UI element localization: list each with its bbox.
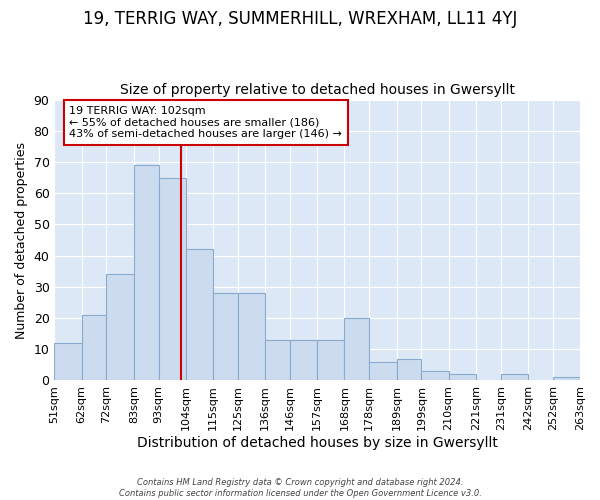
- Bar: [186, 250, 213, 380]
- Bar: [82, 315, 106, 380]
- Bar: [421, 371, 449, 380]
- Bar: [265, 340, 290, 380]
- Bar: [449, 374, 476, 380]
- Bar: [397, 358, 421, 380]
- Bar: [158, 178, 186, 380]
- Text: 19, TERRIG WAY, SUMMERHILL, WREXHAM, LL11 4YJ: 19, TERRIG WAY, SUMMERHILL, WREXHAM, LL1…: [83, 10, 517, 28]
- Text: Contains HM Land Registry data © Crown copyright and database right 2024.
Contai: Contains HM Land Registry data © Crown c…: [119, 478, 481, 498]
- Text: 19 TERRIG WAY: 102sqm
← 55% of detached houses are smaller (186)
43% of semi-det: 19 TERRIG WAY: 102sqm ← 55% of detached …: [69, 106, 342, 139]
- Bar: [213, 293, 238, 380]
- Bar: [500, 374, 528, 380]
- Bar: [134, 165, 158, 380]
- Bar: [553, 378, 580, 380]
- Bar: [344, 318, 369, 380]
- Bar: [317, 340, 344, 380]
- Title: Size of property relative to detached houses in Gwersyllt: Size of property relative to detached ho…: [120, 83, 515, 97]
- Bar: [238, 293, 265, 380]
- Bar: [106, 274, 134, 380]
- Bar: [369, 362, 397, 380]
- X-axis label: Distribution of detached houses by size in Gwersyllt: Distribution of detached houses by size …: [137, 436, 497, 450]
- Bar: [290, 340, 317, 380]
- Bar: [55, 343, 82, 380]
- Y-axis label: Number of detached properties: Number of detached properties: [15, 142, 28, 338]
